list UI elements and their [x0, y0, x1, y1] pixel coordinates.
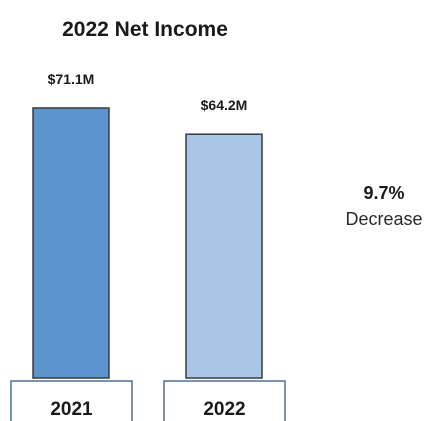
value-labels-layer: $71.1M $64.2M	[48, 71, 248, 113]
value-label-2022: $64.2M	[201, 97, 248, 113]
change-percent-label: 9.7%	[363, 183, 404, 203]
change-direction-label: Decrease	[345, 209, 422, 229]
category-box-2022	[163, 380, 286, 421]
category-labels-layer: 2021 2022	[10, 380, 286, 421]
chart-title: 2022 Net Income	[62, 18, 228, 41]
category-label-2021: 2021	[50, 399, 93, 420]
bar-2021	[32, 107, 110, 379]
value-label-2021: $71.1M	[48, 71, 95, 87]
bars-layer	[32, 107, 263, 379]
bar-2022	[185, 133, 263, 379]
category-label-2022: 2022	[203, 399, 245, 420]
category-box-2021	[10, 380, 133, 421]
